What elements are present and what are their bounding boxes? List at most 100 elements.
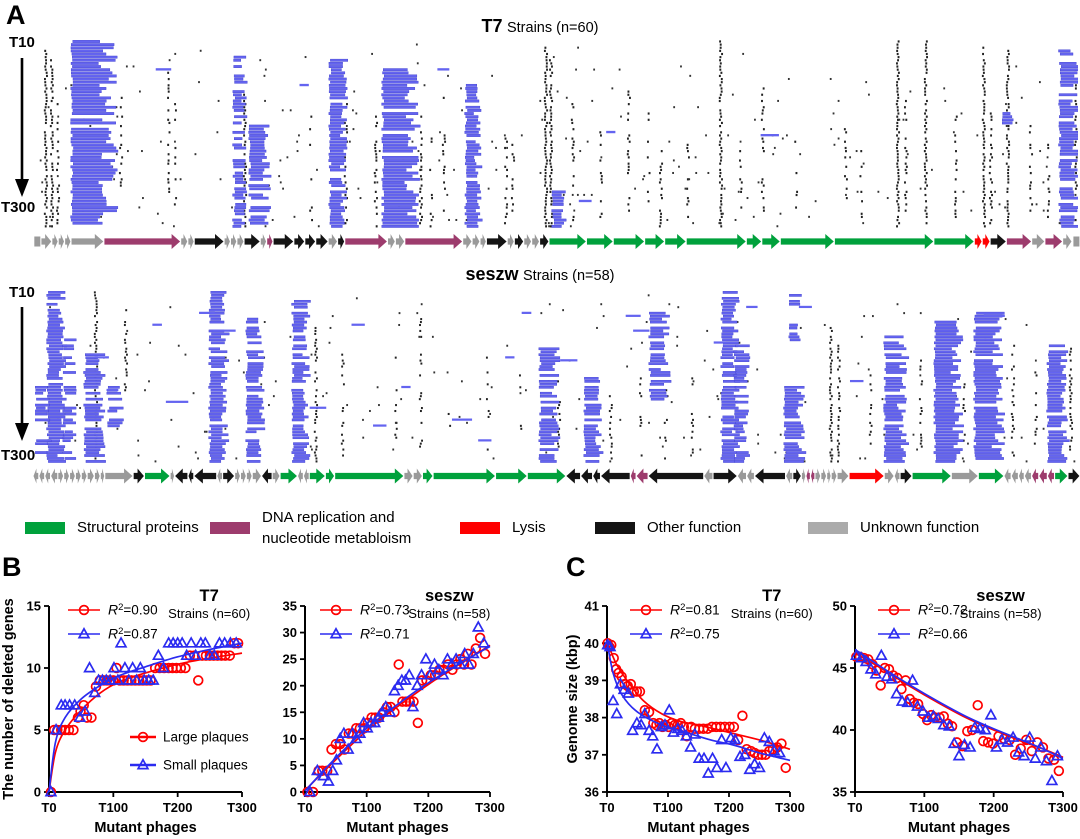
gene-arrow [601, 468, 630, 484]
y-tick-label: 35 [833, 785, 847, 800]
gene-arrow [235, 468, 240, 484]
gene-arrow [194, 234, 224, 249]
y-tick-label: 36 [585, 785, 599, 800]
t7-map-title: T7 Strains (n=60) [0, 16, 1080, 37]
series-small-plaques [303, 620, 491, 797]
x-tick-label: T0 [41, 800, 56, 815]
plot-deleted-genes-t7: 0 5 10 15 T0 T100 T200 T300 Mutant phages The num… [1, 587, 257, 836]
x-tick-label: T300 [475, 800, 505, 815]
legend-label-dna-line1: DNA replication and [262, 509, 395, 526]
gene-arrow [1006, 234, 1032, 249]
gene-arrow [272, 468, 280, 484]
trend-line [304, 644, 491, 792]
seszw-map-title: seszw Strains (n=58) [0, 264, 1080, 285]
y-tick-label: 40 [833, 723, 847, 738]
gene-arrow [507, 234, 514, 249]
t7-time-start-label: T10 [9, 34, 35, 51]
t7-gene-map [34, 234, 1080, 249]
gene-arrow [217, 468, 223, 484]
gene-arrow [1055, 468, 1068, 484]
gene-arrow [188, 234, 194, 249]
gene-arrow [231, 234, 237, 249]
gene-arrow [1047, 468, 1055, 484]
seszw-deletion-map [35, 291, 1076, 463]
gene-arrow [648, 468, 704, 484]
gene-arrow [100, 468, 105, 484]
gene-arrow [75, 468, 81, 484]
gene-arrow [704, 468, 713, 484]
gene-arrow [94, 468, 100, 484]
x-tick-label: T100 [910, 800, 940, 815]
seszw-time-arrow-icon [15, 307, 29, 441]
y-tick-label: 0 [290, 785, 297, 800]
gene-arrow [821, 468, 827, 484]
gene-arrow [793, 468, 801, 484]
gene-arrow [71, 234, 104, 249]
gene-arrow [974, 234, 982, 249]
gene-arrow [780, 234, 834, 249]
gene-marker [34, 236, 41, 247]
gene-arrow [81, 468, 87, 484]
r2-legend-row: R2=0.81 [630, 602, 720, 618]
gene-arrow [335, 468, 404, 484]
series-small-plaques [601, 638, 791, 778]
gene-arrow [884, 468, 894, 484]
gene-arrow [175, 468, 188, 484]
gene-arrow [58, 468, 64, 484]
gene-arrow [224, 234, 230, 249]
seszw-time-start-label: T10 [9, 284, 35, 301]
gene-arrow [982, 234, 990, 249]
gene-arrow [849, 468, 884, 484]
gene-arrow [834, 234, 934, 249]
y-tick-label: 15 [27, 599, 41, 614]
gene-arrow [527, 468, 566, 484]
y-tick-label: 38 [585, 710, 599, 725]
gene-arrow [309, 468, 325, 484]
gene-arrow [45, 468, 51, 484]
legend-swatch-unknown [808, 522, 848, 534]
panel-a-label: A [6, 0, 26, 30]
gene-arrow [566, 468, 581, 484]
gene-arrow [480, 234, 486, 249]
gene-arrow [405, 234, 463, 249]
r2-legend-row: R2=0.73 [320, 602, 410, 618]
gene-arrow [636, 468, 648, 484]
x-tick-label: T0 [599, 800, 614, 815]
plot-title: seszw [425, 587, 474, 605]
gene-arrow [133, 468, 144, 484]
gene-arrow [325, 468, 335, 484]
gene-arrow [237, 234, 244, 249]
seszw-title-bold: seszw [465, 264, 519, 284]
gene-arrow [747, 468, 754, 484]
r2-legend-row: R2=0.66 [878, 626, 968, 642]
gene-arrow [294, 234, 305, 249]
gene-arrow [746, 234, 762, 249]
gene-arrow [338, 234, 345, 249]
series-large-plaques [45, 637, 244, 798]
y-tick-label: 25 [283, 652, 297, 667]
gene-arrow [422, 468, 433, 484]
gene-arrow [223, 468, 235, 484]
legend-label-unknown: Unknown function [860, 519, 980, 536]
axes: 0 5 10 15 20 25 30 35 T0 T100 T200 T300 [283, 599, 505, 815]
gene-arrow [1032, 468, 1039, 484]
gene-arrow [912, 468, 951, 484]
gene-arrow [280, 468, 297, 484]
x-tick-label: T100 [352, 800, 382, 815]
gene-arrow [246, 468, 252, 484]
gene-arrow [1068, 468, 1080, 484]
gene-arrow [665, 234, 686, 249]
legend-label-dna-line2: nucleotide metabloism [262, 530, 412, 547]
gene-arrow [1004, 468, 1011, 484]
gene-arrow [1032, 234, 1045, 249]
t7-time-arrow-icon [15, 58, 29, 197]
gene-arrow [1039, 468, 1047, 484]
gene-arrow [1024, 468, 1031, 484]
gene-arrow [267, 234, 273, 249]
plot-title: seszw [976, 587, 1025, 605]
r2-legend-row: R2=0.87 [68, 626, 158, 642]
panel-b-label: B [2, 552, 22, 582]
gene-arrow [549, 234, 586, 249]
t7-time-end-label: T300 [1, 199, 36, 216]
